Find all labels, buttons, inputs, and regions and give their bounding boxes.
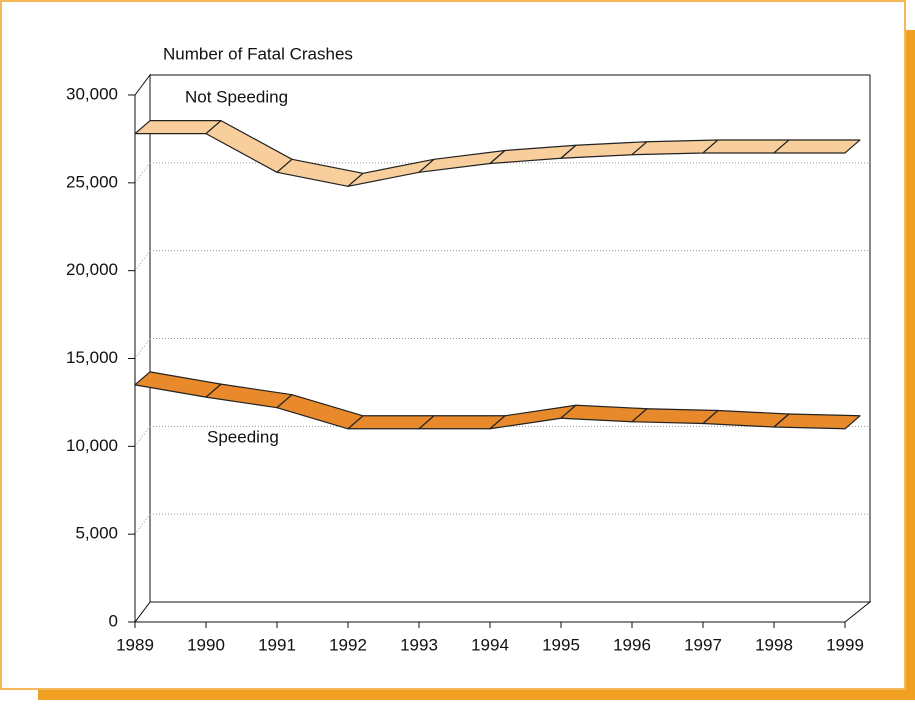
grid-line	[134, 338, 151, 359]
y-tick-label: 30,000	[66, 84, 118, 103]
x-tick-label: 1993	[400, 635, 438, 654]
x-tick-label: 1996	[613, 635, 651, 654]
grid-line	[134, 250, 151, 271]
series-label: Not Speeding	[185, 87, 288, 106]
grid-line	[134, 426, 151, 447]
floor	[134, 601, 872, 623]
ribbon-segment	[773, 413, 861, 430]
y-tick-label: 20,000	[66, 260, 118, 279]
grid-line	[134, 513, 151, 535]
axis-title: Number of Fatal Crashes	[163, 44, 353, 63]
y-tick-label: 0	[109, 611, 118, 630]
x-tick-label: 1995	[542, 635, 580, 654]
x-tick-label: 1989	[116, 635, 154, 654]
y-tick-label: 25,000	[66, 172, 118, 191]
ribbon-segment	[773, 139, 861, 154]
x-tick-label: 1998	[755, 635, 793, 654]
x-tick-label: 1999	[826, 635, 864, 654]
x-tick-label: 1997	[684, 635, 722, 654]
y-tick-label: 5,000	[75, 524, 118, 543]
x-tick-label: 1994	[471, 635, 509, 654]
y-tick-label: 15,000	[66, 348, 118, 367]
x-tick-label: 1990	[187, 635, 225, 654]
frame-shadow	[38, 690, 915, 700]
grid-line	[134, 162, 151, 184]
x-tick-label: 1991	[258, 635, 296, 654]
x-tick-label: 1992	[329, 635, 367, 654]
series-label: Speeding	[207, 427, 279, 446]
y-tick-label: 10,000	[66, 436, 118, 455]
frame-shadow	[906, 30, 915, 700]
